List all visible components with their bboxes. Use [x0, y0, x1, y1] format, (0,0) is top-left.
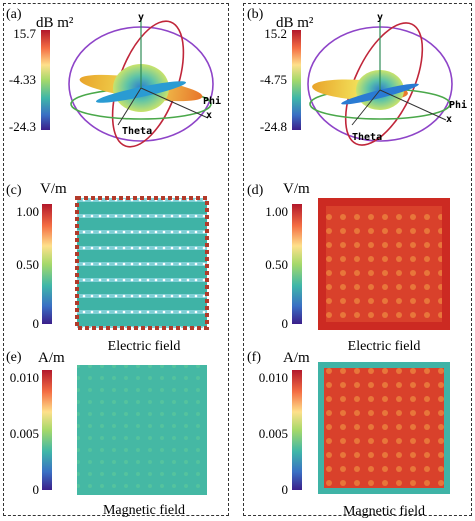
panel-label-a: (a) — [6, 7, 22, 22]
unit-label-e: A/m — [38, 350, 65, 366]
panel-label-d: (d) — [247, 183, 264, 198]
field-map-d — [326, 206, 442, 322]
colorbar-b — [292, 30, 301, 130]
tick-f-bottom: 0 — [282, 482, 289, 497]
unit-label-f: A/m — [283, 350, 310, 366]
axis-y-a: y — [138, 12, 144, 23]
panel-e: (e) A/m 0.010 0.005 0 Magnetic field — [6, 350, 207, 518]
axis-x-b: x — [446, 114, 452, 125]
rcs-pattern-b — [307, 20, 453, 146]
field-map-e — [77, 365, 207, 495]
panel-label-f: (f) — [247, 350, 261, 365]
panel-d: (d) V/m 1.00 0.50 0 Electric field — [247, 181, 450, 354]
tick-c-bottom: 0 — [33, 316, 40, 331]
axis-phi-a: Phi — [203, 95, 221, 107]
caption-d: Electric field — [348, 339, 421, 354]
unit-label-a: dB m² — [36, 15, 74, 31]
tick-a-top: 15.7 — [13, 26, 36, 41]
tick-d-mid: 0.50 — [265, 257, 288, 272]
unit-label-d: V/m — [283, 181, 310, 197]
panel-c: (c) V/m 1.00 0.50 0 Electric field — [6, 181, 209, 354]
tick-d-top: 1.00 — [265, 204, 288, 219]
axis-theta-b: Theta — [352, 132, 382, 143]
tick-c-mid: 0.50 — [16, 257, 39, 272]
unit-label-b: dB m² — [276, 15, 314, 31]
panel-f: (f) A/m 0.010 0.005 0 Magnetic field — [247, 350, 450, 519]
unit-label-c: V/m — [40, 181, 67, 197]
left-panel-column — [3, 3, 229, 516]
colorbar-e — [42, 370, 52, 490]
right-panel-column — [243, 3, 472, 516]
tick-a-mid: -4.33 — [9, 72, 36, 87]
caption-f: Magnetic field — [343, 504, 425, 519]
tick-e-top: 0.010 — [10, 370, 39, 385]
panel-b: (b) dB m² 15.2 -4.75 -24.8 y x Phi Theta — [247, 7, 467, 146]
panel-label-c: (c) — [6, 183, 22, 198]
colorbar-a — [41, 30, 50, 130]
tick-b-bottom: -24.8 — [260, 119, 287, 134]
tick-d-bottom: 0 — [282, 316, 289, 331]
caption-e: Magnetic field — [103, 503, 185, 518]
tick-e-bottom: 0 — [33, 482, 40, 497]
panel-a: (a) dB m² 15.7 -4.33 -24.3 y x Phi Theta — [6, 7, 221, 148]
tick-b-mid: -4.75 — [260, 72, 287, 87]
colorbar-d — [292, 204, 302, 324]
field-map-c — [75, 196, 209, 330]
tick-f-top: 0.010 — [259, 370, 288, 385]
panel-label-b: (b) — [247, 7, 264, 22]
tick-c-top: 1.00 — [16, 204, 39, 219]
axis-theta-a: Theta — [122, 126, 152, 137]
field-map-f — [324, 368, 444, 488]
colorbar-c — [42, 204, 52, 324]
tick-f-mid: 0.005 — [259, 426, 288, 441]
tick-e-mid: 0.005 — [10, 426, 39, 441]
tick-b-top: 15.2 — [264, 26, 287, 41]
rcs-pattern-a — [68, 20, 214, 148]
panel-label-e: (e) — [6, 350, 22, 365]
colorbar-f — [292, 370, 302, 490]
tick-a-bottom: -24.3 — [9, 119, 36, 134]
axis-y-b: y — [377, 12, 383, 23]
axis-x-a: x — [206, 110, 212, 121]
caption-c: Electric field — [108, 339, 181, 354]
axis-phi-b: Phi — [449, 99, 467, 111]
